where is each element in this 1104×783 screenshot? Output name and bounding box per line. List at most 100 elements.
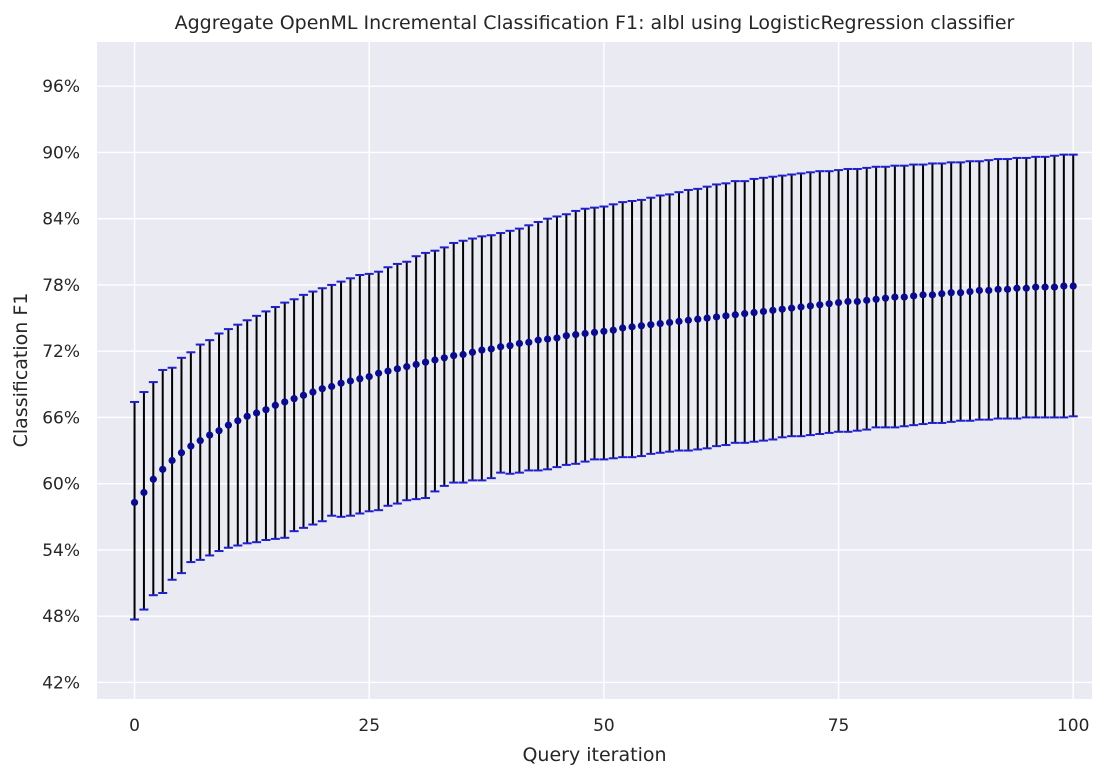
data-point — [337, 379, 345, 387]
data-point — [346, 377, 355, 385]
data-point — [262, 406, 270, 414]
data-point — [356, 375, 364, 383]
data-point — [187, 442, 195, 450]
data-point — [938, 290, 946, 298]
y-tick-label: 42% — [42, 673, 80, 693]
data-point — [309, 388, 317, 396]
y-tick-label: 54% — [42, 541, 80, 561]
data-point — [769, 306, 777, 314]
data-point — [881, 294, 890, 302]
y-tick-label: 48% — [42, 607, 80, 627]
data-point — [788, 304, 796, 312]
data-point — [1041, 283, 1049, 291]
y-tick-label: 66% — [42, 408, 80, 428]
data-point — [665, 318, 674, 327]
data-point — [243, 412, 251, 420]
data-point — [487, 345, 495, 353]
data-point — [619, 324, 627, 332]
y-tick-label: 60% — [42, 475, 80, 495]
data-point — [431, 356, 439, 364]
data-point — [816, 301, 824, 309]
data-point — [919, 291, 927, 299]
data-point — [581, 329, 589, 338]
data-point — [440, 354, 448, 362]
data-point — [562, 332, 570, 340]
x-tick-label: 50 — [593, 716, 615, 736]
data-point — [844, 297, 852, 306]
data-point — [130, 498, 139, 507]
data-point — [450, 351, 458, 360]
data-point — [675, 317, 683, 325]
y-tick-label: 72% — [42, 342, 80, 362]
data-point — [412, 360, 420, 369]
x-tick-label: 100 — [1057, 716, 1089, 736]
data-point — [703, 314, 711, 322]
y-axis-title: Classification F1 — [10, 293, 32, 448]
data-point — [206, 431, 214, 439]
data-point — [168, 456, 176, 465]
data-point — [684, 316, 692, 324]
data-point — [853, 297, 861, 306]
data-point — [177, 449, 186, 457]
data-point — [806, 302, 814, 310]
mean-markers — [130, 282, 1077, 507]
data-point — [149, 475, 157, 483]
data-point — [215, 427, 223, 435]
data-point — [900, 293, 908, 301]
data-point — [328, 382, 336, 391]
data-point — [647, 321, 655, 329]
x-axis-title: Query iteration — [522, 744, 666, 766]
data-point — [928, 291, 937, 299]
data-point — [872, 295, 880, 303]
data-point — [1050, 283, 1059, 291]
data-point — [478, 346, 486, 354]
data-point — [290, 395, 298, 403]
y-tick-label: 96% — [42, 77, 80, 97]
data-point — [159, 465, 167, 473]
data-point — [497, 343, 505, 351]
data-point — [281, 398, 289, 406]
data-point — [224, 421, 233, 429]
y-tick-label: 78% — [42, 276, 80, 296]
data-point — [299, 391, 308, 399]
data-point — [572, 331, 580, 339]
data-point — [637, 322, 646, 330]
data-point — [797, 303, 805, 311]
data-point — [656, 319, 664, 328]
data-point — [590, 328, 599, 337]
data-point — [863, 296, 871, 304]
data-point — [393, 365, 401, 373]
data-point — [318, 385, 326, 393]
data-point — [1069, 282, 1077, 290]
data-point — [741, 310, 749, 318]
data-point — [252, 409, 261, 417]
data-point — [910, 292, 918, 300]
data-point — [271, 401, 279, 409]
data-point — [1022, 284, 1030, 292]
data-point — [628, 323, 636, 331]
data-point — [1013, 284, 1021, 292]
chart-title: Aggregate OpenML Incremental Classificat… — [175, 12, 1015, 34]
data-point — [956, 289, 965, 297]
data-point — [525, 338, 533, 346]
x-tick-labels: 0 25 50 75 100 — [129, 716, 1089, 736]
data-point — [506, 342, 514, 350]
data-point — [731, 311, 739, 319]
data-point — [234, 417, 242, 425]
data-point — [947, 289, 955, 297]
data-point — [712, 313, 721, 321]
data-point — [375, 369, 383, 377]
x-tick-label: 0 — [129, 716, 140, 736]
data-point — [515, 339, 524, 348]
data-point — [421, 358, 430, 366]
y-tick-label: 84% — [42, 210, 80, 230]
data-point — [553, 334, 561, 342]
data-point — [975, 286, 983, 295]
data-point — [994, 285, 1002, 293]
data-point — [196, 437, 204, 445]
y-tick-labels: 42% 48% 54% 60% 66% 72% 78% 84% 90% 96% — [42, 77, 80, 693]
data-point — [403, 363, 411, 371]
data-point — [694, 315, 702, 323]
data-point — [365, 372, 373, 381]
